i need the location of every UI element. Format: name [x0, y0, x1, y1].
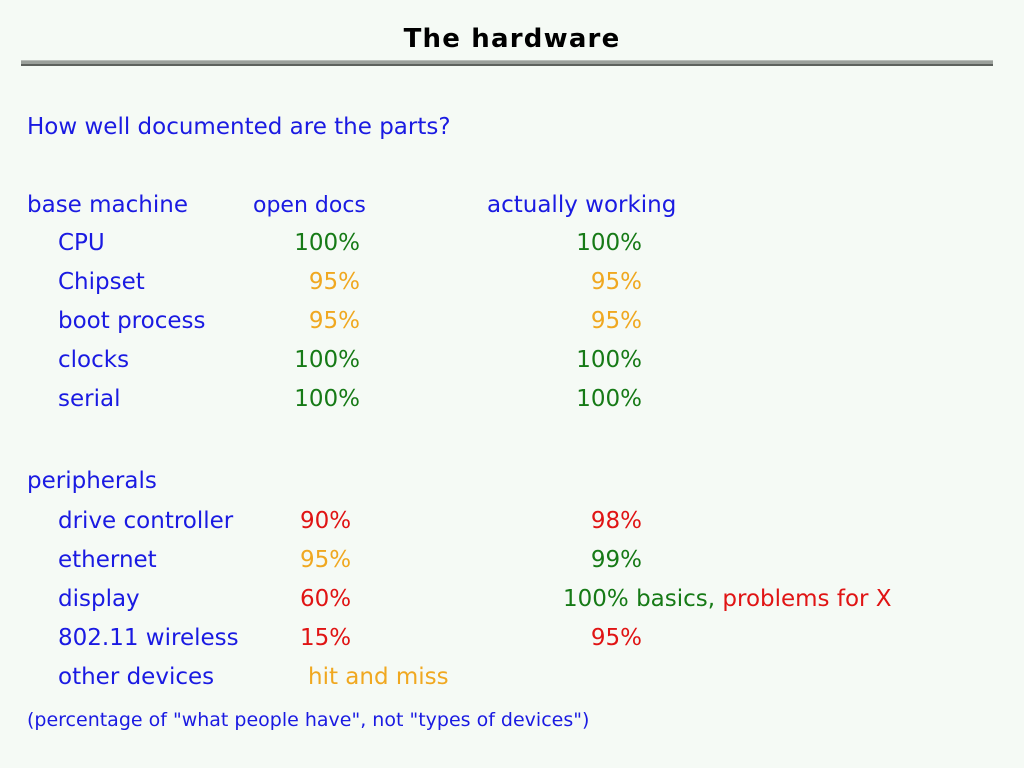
row-value-working: 100% basics, problems for X: [563, 588, 993, 611]
column-header-part: base machine: [27, 192, 188, 218]
row-label-serial: serial: [58, 386, 121, 412]
row-value-open-docs: 100%: [294, 386, 360, 412]
row-value-open-docs: hit and miss: [308, 664, 449, 690]
row-value-working-basics: 100% basics,: [563, 586, 716, 612]
slide-footnote: (percentage of "what people have", not "…: [27, 709, 590, 731]
row-value-working: 95%: [590, 269, 642, 295]
row-value-working: 95%: [590, 625, 642, 651]
row-label-display: display: [58, 586, 140, 612]
row-value-open-docs: 15%: [300, 625, 352, 651]
slide-question: How well documented are the parts?: [27, 114, 451, 140]
row-value-working: 100%: [576, 347, 642, 373]
row-label-other-devices: other devices: [58, 664, 215, 690]
row-label-boot-process: boot process: [58, 308, 206, 334]
row-label-drive-controller: drive controller: [58, 508, 234, 534]
row-value-working: 100%: [576, 386, 642, 412]
row-value-open-docs: 90%: [300, 508, 352, 534]
row-value-open-docs: 60%: [300, 586, 352, 612]
row-value-working: 98%: [590, 508, 642, 534]
row-value-working: 100%: [576, 230, 642, 256]
column-header-actually-working: actually working: [487, 192, 677, 218]
row-value-open-docs: 95%: [300, 547, 352, 573]
section-header-peripherals: peripherals: [27, 468, 157, 494]
row-value-open-docs: 95%: [308, 269, 360, 295]
row-value-open-docs: 100%: [294, 230, 360, 256]
row-label-chipset: Chipset: [58, 269, 145, 295]
row-value-working: 99%: [590, 547, 642, 573]
page-title: The hardware: [403, 24, 621, 54]
row-value-open-docs: 100%: [294, 347, 360, 373]
row-label-80211-wireless: 802.11 wireless: [58, 625, 239, 651]
column-header-open-docs: open docs: [253, 193, 366, 218]
row-value-working: 95%: [590, 308, 642, 334]
row-label-ethernet: ethernet: [58, 547, 157, 573]
row-label-cpu: CPU: [58, 230, 105, 256]
title-divider: [21, 60, 993, 66]
row-value-open-docs: 95%: [308, 308, 360, 334]
row-value-working-problems: problems for X: [715, 586, 892, 612]
row-label-clocks: clocks: [58, 347, 130, 373]
